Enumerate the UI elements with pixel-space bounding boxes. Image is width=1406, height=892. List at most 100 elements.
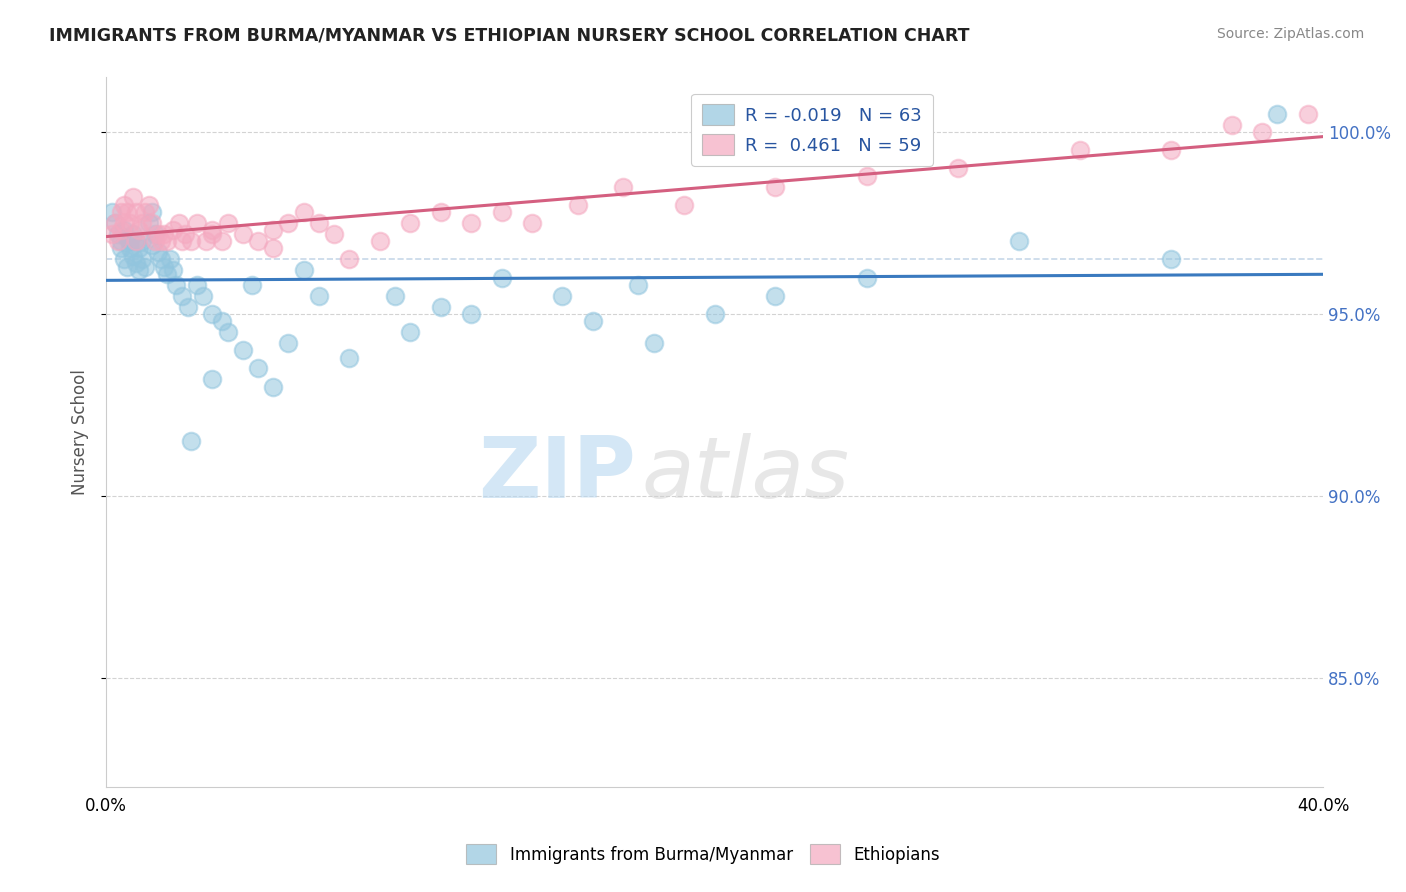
Point [277, 336, 299, 351]
Point [146, 227, 169, 241]
Point [134, 260, 156, 274]
Point [120, 234, 142, 248]
Point [193, 289, 215, 303]
Point [308, 289, 330, 303]
Point [337, 351, 360, 365]
Point [141, 237, 163, 252]
Point [162, 223, 184, 237]
Point [855, 169, 877, 183]
Point [141, 205, 163, 219]
Point [308, 216, 330, 230]
Point [128, 242, 150, 256]
Point [170, 234, 193, 248]
Point [138, 216, 160, 230]
Point [217, 216, 239, 230]
Text: ZIP: ZIP [478, 434, 636, 516]
Point [128, 223, 150, 237]
Point [112, 252, 135, 267]
Point [292, 263, 315, 277]
Point [763, 289, 786, 303]
Point [201, 372, 224, 386]
Y-axis label: Nursery School: Nursery School [72, 369, 89, 495]
Point [131, 216, 153, 230]
Point [167, 216, 190, 230]
Legend: R = -0.019   N = 63, R =  0.461   N = 59: R = -0.019 N = 63, R = 0.461 N = 59 [690, 94, 932, 166]
Point [110, 205, 132, 219]
Point [149, 252, 172, 267]
Point [201, 227, 224, 241]
Point [1160, 143, 1182, 157]
Point [159, 252, 181, 267]
Point [165, 277, 187, 292]
Point [115, 230, 138, 244]
Point [180, 234, 202, 248]
Point [149, 234, 172, 248]
Point [1296, 107, 1319, 121]
Point [1267, 107, 1289, 121]
Point [551, 289, 574, 303]
Point [399, 325, 422, 339]
Point [156, 267, 179, 281]
Point [134, 205, 156, 219]
Point [201, 223, 224, 237]
Point [612, 179, 634, 194]
Point [101, 205, 124, 219]
Point [217, 325, 239, 339]
Point [104, 216, 127, 230]
Point [429, 300, 451, 314]
Point [1008, 234, 1031, 248]
Point [1160, 252, 1182, 267]
Point [247, 361, 270, 376]
Point [643, 336, 665, 351]
Point [946, 161, 969, 176]
Point [368, 234, 391, 248]
Point [170, 289, 193, 303]
Point [323, 227, 346, 241]
Point [240, 277, 263, 292]
Point [177, 300, 200, 314]
Text: Source: ZipAtlas.com: Source: ZipAtlas.com [1216, 27, 1364, 41]
Legend: Immigrants from Burma/Myanmar, Ethiopians: Immigrants from Burma/Myanmar, Ethiopian… [460, 838, 946, 871]
Point [262, 242, 284, 256]
Point [122, 190, 145, 204]
Point [399, 216, 422, 230]
Point [125, 256, 148, 270]
Point [855, 270, 877, 285]
Point [491, 270, 513, 285]
Point [201, 307, 224, 321]
Point [429, 205, 451, 219]
Point [110, 234, 132, 248]
Point [112, 216, 135, 230]
Point [262, 379, 284, 393]
Text: atlas: atlas [641, 434, 849, 516]
Point [180, 434, 202, 449]
Point [115, 260, 138, 274]
Point [460, 307, 482, 321]
Point [112, 223, 135, 237]
Point [125, 234, 148, 248]
Point [520, 216, 543, 230]
Point [125, 205, 148, 219]
Point [162, 263, 184, 277]
Point [122, 249, 145, 263]
Point [138, 198, 160, 212]
Point [122, 227, 145, 241]
Point [115, 205, 138, 219]
Point [107, 227, 129, 241]
Point [120, 242, 142, 256]
Point [143, 227, 166, 241]
Point [186, 277, 208, 292]
Point [125, 234, 148, 248]
Point [232, 343, 254, 358]
Point [131, 234, 153, 248]
Point [131, 252, 153, 267]
Point [104, 216, 127, 230]
Point [337, 252, 360, 267]
Point [247, 234, 270, 248]
Point [211, 314, 233, 328]
Point [703, 307, 725, 321]
Point [174, 227, 197, 241]
Point [1069, 143, 1091, 157]
Point [110, 242, 132, 256]
Point [195, 234, 218, 248]
